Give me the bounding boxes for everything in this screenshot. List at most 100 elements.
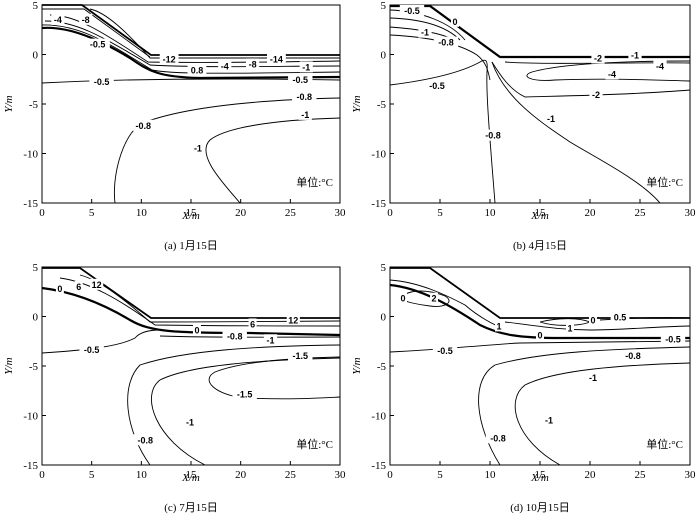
contour-label-bg <box>451 15 459 27</box>
contour-label-bg <box>79 13 93 25</box>
contour-label: -0.5 <box>404 6 420 16</box>
contour-label: -1 <box>589 373 597 383</box>
x-axis-label: X/m <box>181 472 200 484</box>
contour-label: -0.5 <box>437 346 453 356</box>
x-tick-label: 0 <box>39 207 45 219</box>
tick-marks <box>41 4 341 204</box>
y-axis-label: Y/m <box>3 95 15 112</box>
x-tick-label: 20 <box>235 469 247 481</box>
y-tick-label: 5 <box>381 0 387 12</box>
y-tick-label: -5 <box>29 99 39 111</box>
y-tick-label: 0 <box>381 312 387 324</box>
contour-label-bg <box>432 345 458 357</box>
contour-label: -4 <box>608 69 616 79</box>
x-tick-label: 10 <box>485 469 497 481</box>
contour-label: -0.8 <box>296 92 312 102</box>
y-tick-labels: 5 0 -5 -10 -15 <box>23 262 38 472</box>
contour-label: -0.8 <box>227 331 243 341</box>
x-tick-label: 30 <box>335 207 347 219</box>
y-tick-label: -10 <box>23 411 38 423</box>
contour-label: -0.8 <box>138 435 154 445</box>
contour-lines <box>41 274 341 466</box>
contour-labels: -4 -8 -0.5 -12 -14 0.8 -4 -8 -1 -0.5 -0.5 -0.8 -1 -0.… <box>51 13 317 154</box>
x-tick-label: 20 <box>585 469 597 481</box>
plot-frame <box>41 266 341 466</box>
contour-label-bg <box>245 58 260 70</box>
panel-caption: (c) 7月15日 <box>164 502 217 514</box>
contour-label: -1 <box>547 114 555 124</box>
contour-label-bg <box>232 388 257 400</box>
contour-label: 0.5 <box>614 312 627 322</box>
contour-label: -4 <box>54 15 62 25</box>
contour-label: -1 <box>186 417 194 427</box>
contour-label: -0.5 <box>665 334 681 344</box>
contour-label-bg <box>298 108 312 120</box>
contour-label-bg <box>79 344 104 356</box>
tick-marks <box>389 4 691 204</box>
contour-label-bg <box>605 68 619 80</box>
contour-label: -1.5 <box>237 390 253 400</box>
contour-label: -4 <box>656 61 664 71</box>
contour-label-bg <box>159 53 179 65</box>
y-tick-label: 0 <box>381 50 387 62</box>
contour-label-bg <box>218 60 232 72</box>
contour-label: -0.8 <box>136 121 152 131</box>
x-tick-label: 30 <box>685 469 697 481</box>
contour-label-bg <box>620 350 646 362</box>
x-tick-label: 0 <box>387 469 393 481</box>
contour-label: 0 <box>537 330 542 340</box>
contour-label-bg <box>248 318 257 330</box>
x-axis-label: X/m <box>181 210 200 222</box>
x-tick-label: 10 <box>485 207 497 219</box>
contour-lines <box>41 8 341 204</box>
x-tick-label: 5 <box>437 207 443 219</box>
y-tick-label: -5 <box>377 99 387 111</box>
contour-label: -0.8 <box>485 131 501 141</box>
tick-marks <box>41 266 341 466</box>
contour-lines <box>389 4 691 204</box>
contour-label-bg <box>288 350 313 362</box>
y-tick-label: -5 <box>29 361 39 373</box>
contour-label-bg <box>610 311 630 323</box>
contour-label: -1 <box>301 110 309 120</box>
contour-label-bg <box>495 320 503 332</box>
slope-surface <box>42 267 340 319</box>
contour-label-bg <box>424 80 450 92</box>
contour-label-bg <box>85 38 110 50</box>
contour-label: -1 <box>302 62 310 72</box>
contour-label: -2 <box>592 90 600 100</box>
y-tick-label: -15 <box>23 198 38 210</box>
plot-frame <box>41 4 341 204</box>
contour-label: 0 <box>57 284 62 294</box>
plot-frame <box>389 4 691 204</box>
contour-label-bg <box>286 314 300 326</box>
contour-label-bg <box>430 292 438 304</box>
contour-label: -8 <box>82 15 90 25</box>
contour-label: 12 <box>92 280 102 290</box>
contour-label: -0.5 <box>94 77 110 87</box>
panel-b: 0 5 10 15 20 25 30 50-5-10-15 X/m Y/m (b) 4月15… <box>351 0 696 252</box>
x-tick-label: 5 <box>89 469 95 481</box>
y-tick-label: -10 <box>23 149 38 161</box>
contour-label: 1 <box>567 323 572 333</box>
contour-label-bg <box>566 322 574 334</box>
contour-label: -0.8 <box>438 38 454 48</box>
x-tick-label: 15 <box>186 207 198 219</box>
contour-label: -0.5 <box>293 75 309 85</box>
y-tick-label: 0 <box>33 50 39 62</box>
x-tick-label: 25 <box>285 207 297 219</box>
contour-label-bg <box>133 434 158 446</box>
contour-label-bg <box>90 278 104 290</box>
y-tick-label: 5 <box>381 262 387 274</box>
contour-label-bg <box>183 416 197 428</box>
contour-label: -2 <box>594 53 602 63</box>
contour-label-bg <box>589 314 597 326</box>
contour-label-bg <box>55 282 64 294</box>
contour-label-bg <box>292 91 317 103</box>
contour-label: -1 <box>545 415 553 425</box>
x-tick-label: 10 <box>136 207 148 219</box>
y-tick-label: -15 <box>371 460 386 472</box>
x-tick-labels: 0 5 10 15 20 25 30 <box>387 469 696 481</box>
x-tick-label: 30 <box>335 469 347 481</box>
x-tick-label: 25 <box>635 207 647 219</box>
